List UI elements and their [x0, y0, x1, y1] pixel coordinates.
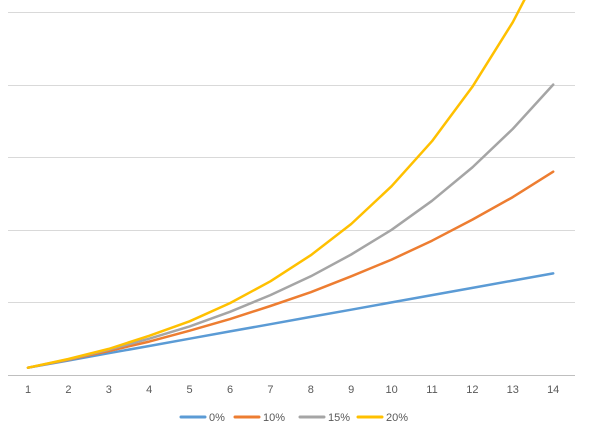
series-line-3 [26, 0, 526, 369]
series-lines [26, 0, 555, 369]
x-tick-label: 12 [466, 384, 478, 396]
series-line-0 [26, 272, 555, 369]
x-tick-label: 8 [308, 384, 314, 396]
x-tick-label: 14 [547, 384, 559, 396]
x-tick-label: 3 [106, 384, 112, 396]
legend: 0% 10% 15% 20% [179, 412, 408, 424]
gridlines [8, 12, 575, 376]
x-tick-label: 6 [227, 384, 233, 396]
x-tick-label: 7 [267, 384, 273, 396]
x-tick-label: 10 [385, 384, 397, 396]
x-tick-label: 1 [25, 384, 31, 396]
x-tick-label: 4 [146, 384, 152, 396]
series-line-1 [26, 170, 555, 369]
legend-label-0: 0% [209, 412, 225, 424]
legend-label-1: 10% [263, 412, 285, 424]
series-line-2 [26, 83, 555, 369]
x-tick-label: 5 [187, 384, 193, 396]
x-tick-label: 2 [65, 384, 71, 396]
x-axis-tick-labels: 1 2 3 4 5 6 7 8 9 10 11 12 13 14 [25, 384, 559, 396]
x-tick-label: 9 [348, 384, 354, 396]
x-tick-label: 11 [426, 384, 437, 396]
x-tick-label: 13 [507, 384, 519, 396]
legend-label-3: 20% [386, 412, 408, 424]
legend-label-2: 15% [328, 412, 350, 424]
